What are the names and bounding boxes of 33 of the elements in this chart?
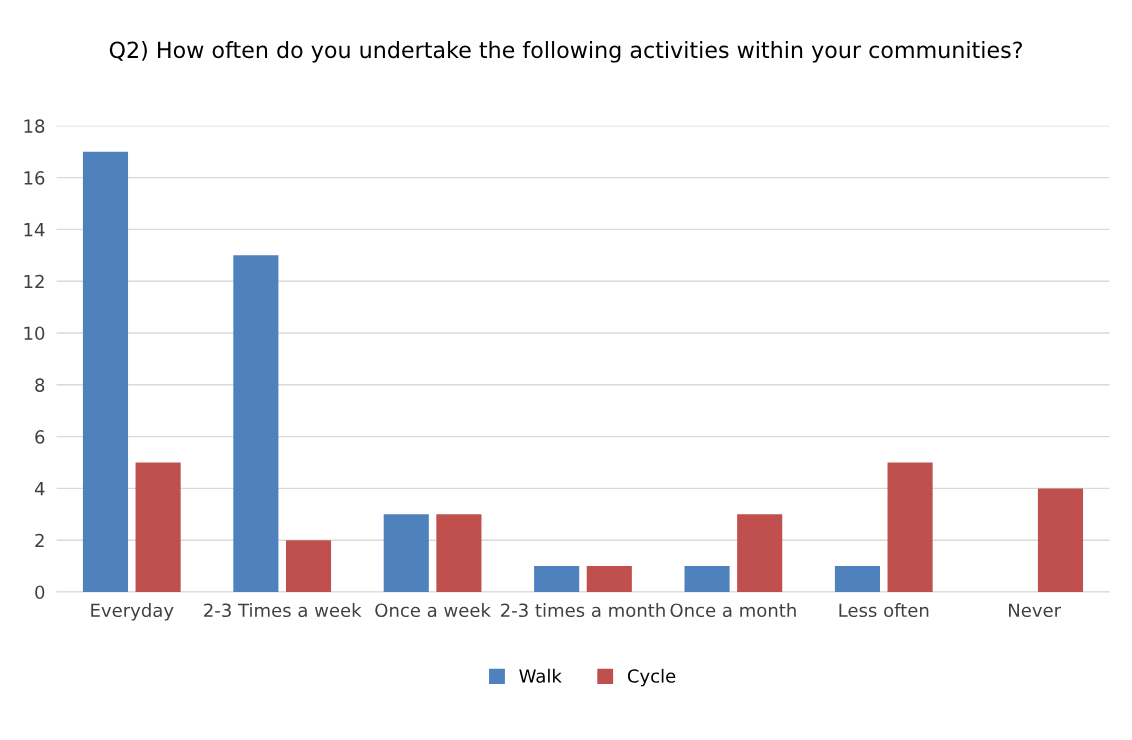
bar — [534, 566, 580, 592]
x-tick-label: Once a month — [670, 603, 796, 618]
bar — [1037, 488, 1084, 592]
bar — [82, 151, 129, 592]
bar — [383, 514, 429, 592]
bar — [684, 566, 730, 592]
x-tick-label: Less often — [839, 603, 929, 618]
y-tick-label: 16 — [24, 171, 45, 185]
bar — [436, 514, 482, 592]
y-tick-label: 10 — [24, 326, 45, 341]
x-tick-label: 2-3 times a month — [501, 603, 665, 618]
x-tick-label: Once a week — [375, 603, 491, 618]
bar — [834, 566, 881, 592]
bar — [135, 462, 181, 592]
y-tick-label: 0 — [35, 585, 45, 600]
bar — [586, 566, 632, 592]
bar — [737, 514, 783, 592]
bar — [285, 540, 332, 592]
legend-label: Walk — [519, 668, 562, 683]
bar — [233, 255, 279, 592]
x-tick-label: Everyday — [91, 603, 174, 621]
y-tick-label: 8 — [35, 378, 45, 392]
y-tick-label: 4 — [34, 482, 45, 496]
legend-label: Cycle — [627, 668, 676, 687]
chart-title: Q2) How often do you undertake the following activities within your communities? — [109, 41, 1022, 63]
x-tick-label: 2-3 Times a week — [204, 603, 362, 618]
x-tick-label: Never — [1009, 603, 1062, 618]
y-tick-label: 12 — [24, 274, 44, 289]
y-tick-label: 14 — [24, 223, 45, 237]
y-tick-label: 18 — [24, 119, 45, 133]
y-tick-label: 6 — [35, 430, 45, 444]
y-tick-label: 2 — [35, 533, 44, 548]
bar — [887, 462, 933, 592]
